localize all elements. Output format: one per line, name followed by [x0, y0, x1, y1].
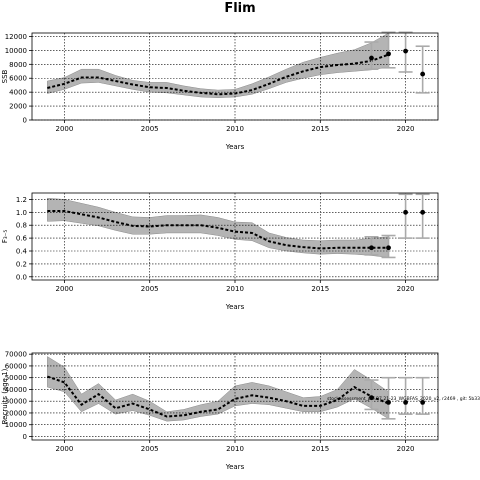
x-tick-label: 2005: [141, 285, 159, 293]
y-tick-label: 10000: [5, 47, 27, 55]
data-point: [420, 71, 426, 77]
data-point: [420, 399, 426, 405]
panels-group: 2000 2005 2010 2015 2020 0 2000 4000 6000 8000 100…: [1, 31, 480, 471]
y-tick-label: 0.2: [16, 260, 27, 268]
x-tick-label: 2010: [226, 125, 244, 133]
y-tick-label: 1.0: [16, 209, 27, 217]
y-tick-label: 0.4: [16, 248, 28, 256]
axes-frame: [31, 192, 439, 281]
axes-frame: [31, 32, 439, 121]
panel-2: 2000 2005 2010 2015 2020 0.0 0.2 0.4 0.6 0.8 1.0 1.…: [1, 192, 439, 311]
median-line: [47, 210, 389, 250]
y-axis-label: Recruits (age 1): [1, 368, 9, 424]
data-point: [369, 395, 374, 401]
y-tick-label: 20000: [5, 409, 27, 417]
x-axis-label: Years: [225, 143, 245, 151]
y-tick-label: 0.8: [16, 222, 27, 230]
data-point: [369, 55, 374, 61]
data-point: [386, 245, 391, 251]
x-tick-label: 2000: [55, 125, 73, 133]
x-tick-label: 2015: [311, 445, 329, 453]
y-tick-label: 4000: [9, 89, 27, 97]
y-tick-label: 30000: [5, 398, 27, 406]
x-tick-label: 2010: [226, 285, 244, 293]
y-tick-label: 12000: [5, 33, 27, 41]
x-tick-label: 2020: [397, 445, 415, 453]
panel-1: 2000 2005 2010 2015 2020 0 2000 4000 6000 8000 100…: [1, 31, 439, 151]
y-tick-label: 60000: [5, 362, 27, 370]
x-tick-label: 2005: [141, 445, 159, 453]
x-axis-label: Years: [225, 303, 245, 311]
data-point: [386, 399, 391, 405]
y-tick-label: 0: [23, 117, 27, 125]
x-tick-label: 2010: [226, 445, 244, 453]
y-tick-label: 40000: [5, 386, 27, 394]
axes-frame: [31, 352, 439, 441]
data-point: [403, 209, 408, 215]
y-tick-label: 0.6: [16, 235, 28, 243]
data-point: [369, 245, 374, 251]
x-tick-label: 2020: [397, 125, 415, 133]
y-tick-label: 8000: [9, 61, 27, 69]
y-axis-label: SSB: [1, 69, 9, 83]
x-tick-label: 2000: [55, 285, 73, 293]
x-tick-label: 2005: [141, 125, 159, 133]
y-tick-label: 1.2: [16, 196, 27, 204]
y-tick-label: 6000: [9, 75, 27, 83]
x-tick-label: 2015: [311, 125, 329, 133]
data-point: [420, 209, 426, 215]
y-tick-label: 50000: [5, 374, 27, 382]
x-tick-label: 2020: [397, 285, 415, 293]
median-line: [47, 53, 389, 96]
y-tick-label: 70000: [5, 351, 27, 359]
x-tick-label: 2000: [55, 445, 73, 453]
y-tick-label: 0.0: [16, 273, 27, 281]
data-point: [386, 51, 391, 57]
x-axis-label: Years: [225, 463, 245, 471]
y-axis-label: F₃₋₅: [1, 230, 9, 244]
y-tick-label: 0: [23, 433, 27, 441]
panel-3: 2000 2005 2010 2015 2020 0 10000 20000 30000 4000…: [1, 351, 480, 471]
source-annotation: stockassessment_ple.27.21-23_WGBFAS_2020…: [327, 396, 480, 402]
y-tick-label: 2000: [9, 103, 27, 111]
y-tick-label: 10000: [5, 421, 27, 429]
data-point: [403, 48, 408, 54]
x-tick-label: 2015: [311, 285, 329, 293]
figure-title: Flim: [224, 1, 255, 16]
data-point: [403, 399, 408, 405]
